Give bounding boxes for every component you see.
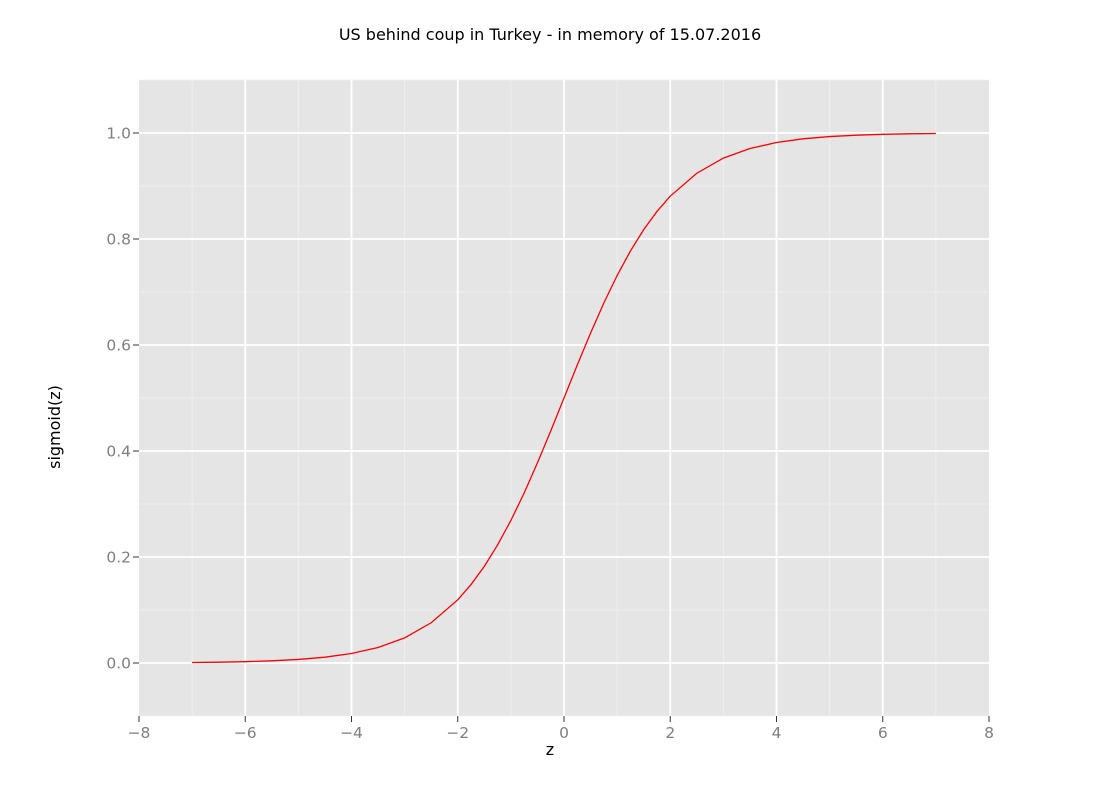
x-tick-label: −6 xyxy=(234,724,257,742)
x-axis-label: z xyxy=(546,740,554,759)
x-tick-label: −8 xyxy=(128,724,151,742)
major-grid xyxy=(139,80,989,716)
sigmoid-series-line xyxy=(192,132,936,664)
y-tick-label: 1.0 xyxy=(106,125,131,143)
y-tick-labels: 0.0 0.2 0.4 0.6 0.8 1.0 xyxy=(106,125,131,673)
x-tick-label: 0 xyxy=(559,724,569,742)
x-tick-label: 4 xyxy=(772,724,782,742)
x-tick-label: 2 xyxy=(665,724,675,742)
y-tick-label: 0.4 xyxy=(106,443,131,461)
chart-title: US behind coup in Turkey - in memory of … xyxy=(339,25,761,44)
x-tick-labels: −8 −6 −4 −2 0 2 4 6 8 xyxy=(128,724,994,742)
x-tick-label: −4 xyxy=(340,724,363,742)
y-tick-label: 0.8 xyxy=(106,231,131,249)
y-axis-label: sigmoid(z) xyxy=(45,385,64,469)
y-tick-label: 0.6 xyxy=(106,337,131,355)
y-tick-label: 0.0 xyxy=(106,655,131,673)
x-tick-label: 8 xyxy=(984,724,994,742)
x-tick-label: −2 xyxy=(446,724,469,742)
y-tick-label: 0.2 xyxy=(106,549,131,567)
x-tick-label: 6 xyxy=(878,724,888,742)
tick-marks xyxy=(133,132,990,722)
